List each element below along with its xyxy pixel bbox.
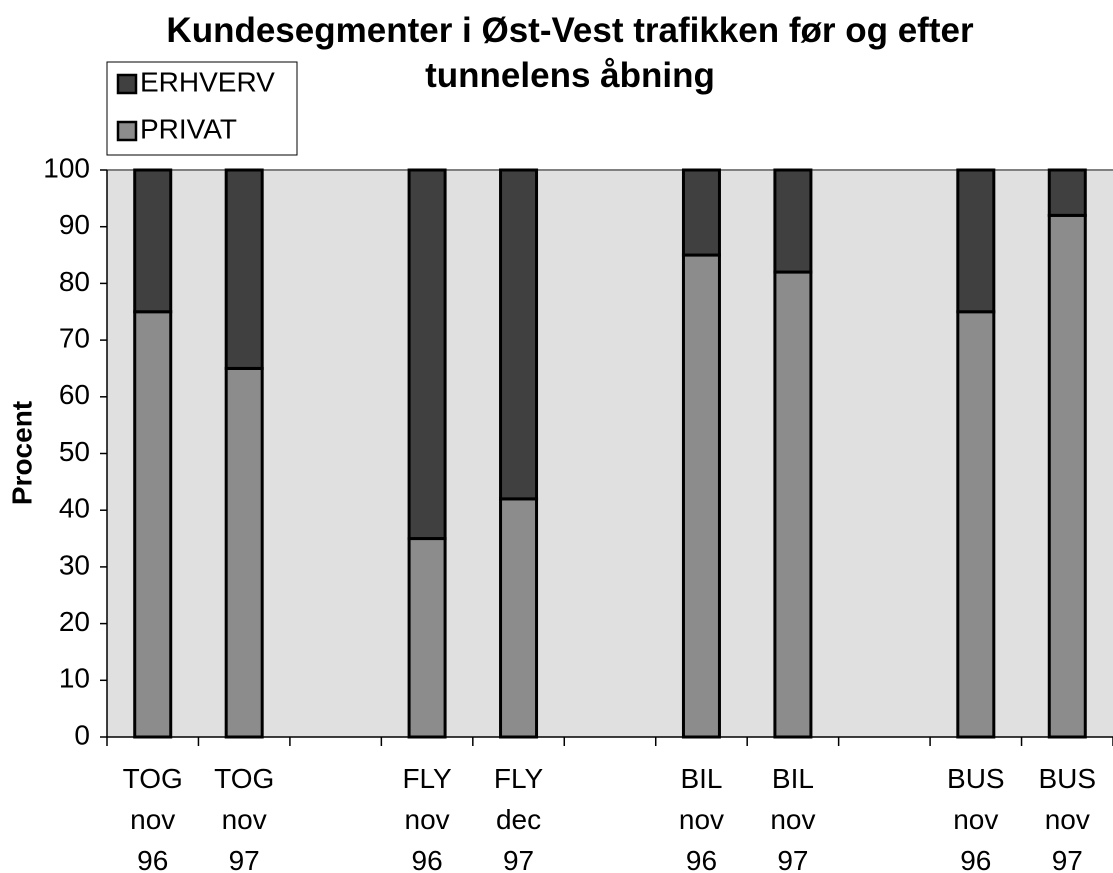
y-tick-label: 100 <box>43 152 90 183</box>
x-tick-label: BIL nov 96 <box>678 763 725 873</box>
bar-segment <box>681 168 721 257</box>
bar-segment <box>773 168 813 274</box>
y-tick-label: 50 <box>59 436 90 467</box>
x-tick-label: BUS nov 97 <box>1038 763 1097 873</box>
bar-segment <box>1047 213 1087 739</box>
bar-segment <box>1047 168 1087 217</box>
y-tick-label: 70 <box>59 322 90 353</box>
legend-label: ERHVERV <box>140 66 275 97</box>
x-tick-label: FLY nov 96 <box>402 763 452 873</box>
bar-segment <box>773 270 813 739</box>
legend-swatch <box>116 73 138 95</box>
y-tick-label: 0 <box>74 719 90 750</box>
y-tick-label: 90 <box>59 209 90 240</box>
chart-title: Kundesegmenter i Øst-Vest trafikken før … <box>166 11 974 95</box>
bar-segment <box>681 253 721 739</box>
x-tick-label: BUS nov 96 <box>947 763 1005 873</box>
y-tick-label: 80 <box>59 266 90 297</box>
legend-label: PRIVAT <box>140 113 237 144</box>
bar-segment <box>224 366 264 739</box>
bar-segment <box>133 310 173 739</box>
bar-segment <box>956 168 996 314</box>
x-tick-label: BIL nov 97 <box>770 763 816 873</box>
x-tick-label: FLY dec 97 <box>493 763 544 873</box>
bar-segment <box>499 497 539 739</box>
bar-segment <box>407 168 447 541</box>
plot-area <box>107 170 1113 737</box>
x-tick-label: TOG nov 97 <box>214 763 275 873</box>
y-axis-title: Procent <box>6 401 37 505</box>
bar-segment <box>133 168 173 314</box>
bar-segment <box>224 168 264 370</box>
x-tick-label: TOG nov 96 <box>122 763 183 873</box>
bar-segment <box>956 310 996 739</box>
y-tick-label: 20 <box>59 606 90 637</box>
y-tick-label: 40 <box>59 493 90 524</box>
y-tick-label: 10 <box>59 663 90 694</box>
y-tick-label: 30 <box>59 549 90 580</box>
bar-segment <box>407 537 447 739</box>
bar-segment <box>499 168 539 501</box>
legend-box <box>106 61 298 156</box>
legend-swatch <box>116 120 138 142</box>
y-tick-label: 60 <box>59 379 90 410</box>
